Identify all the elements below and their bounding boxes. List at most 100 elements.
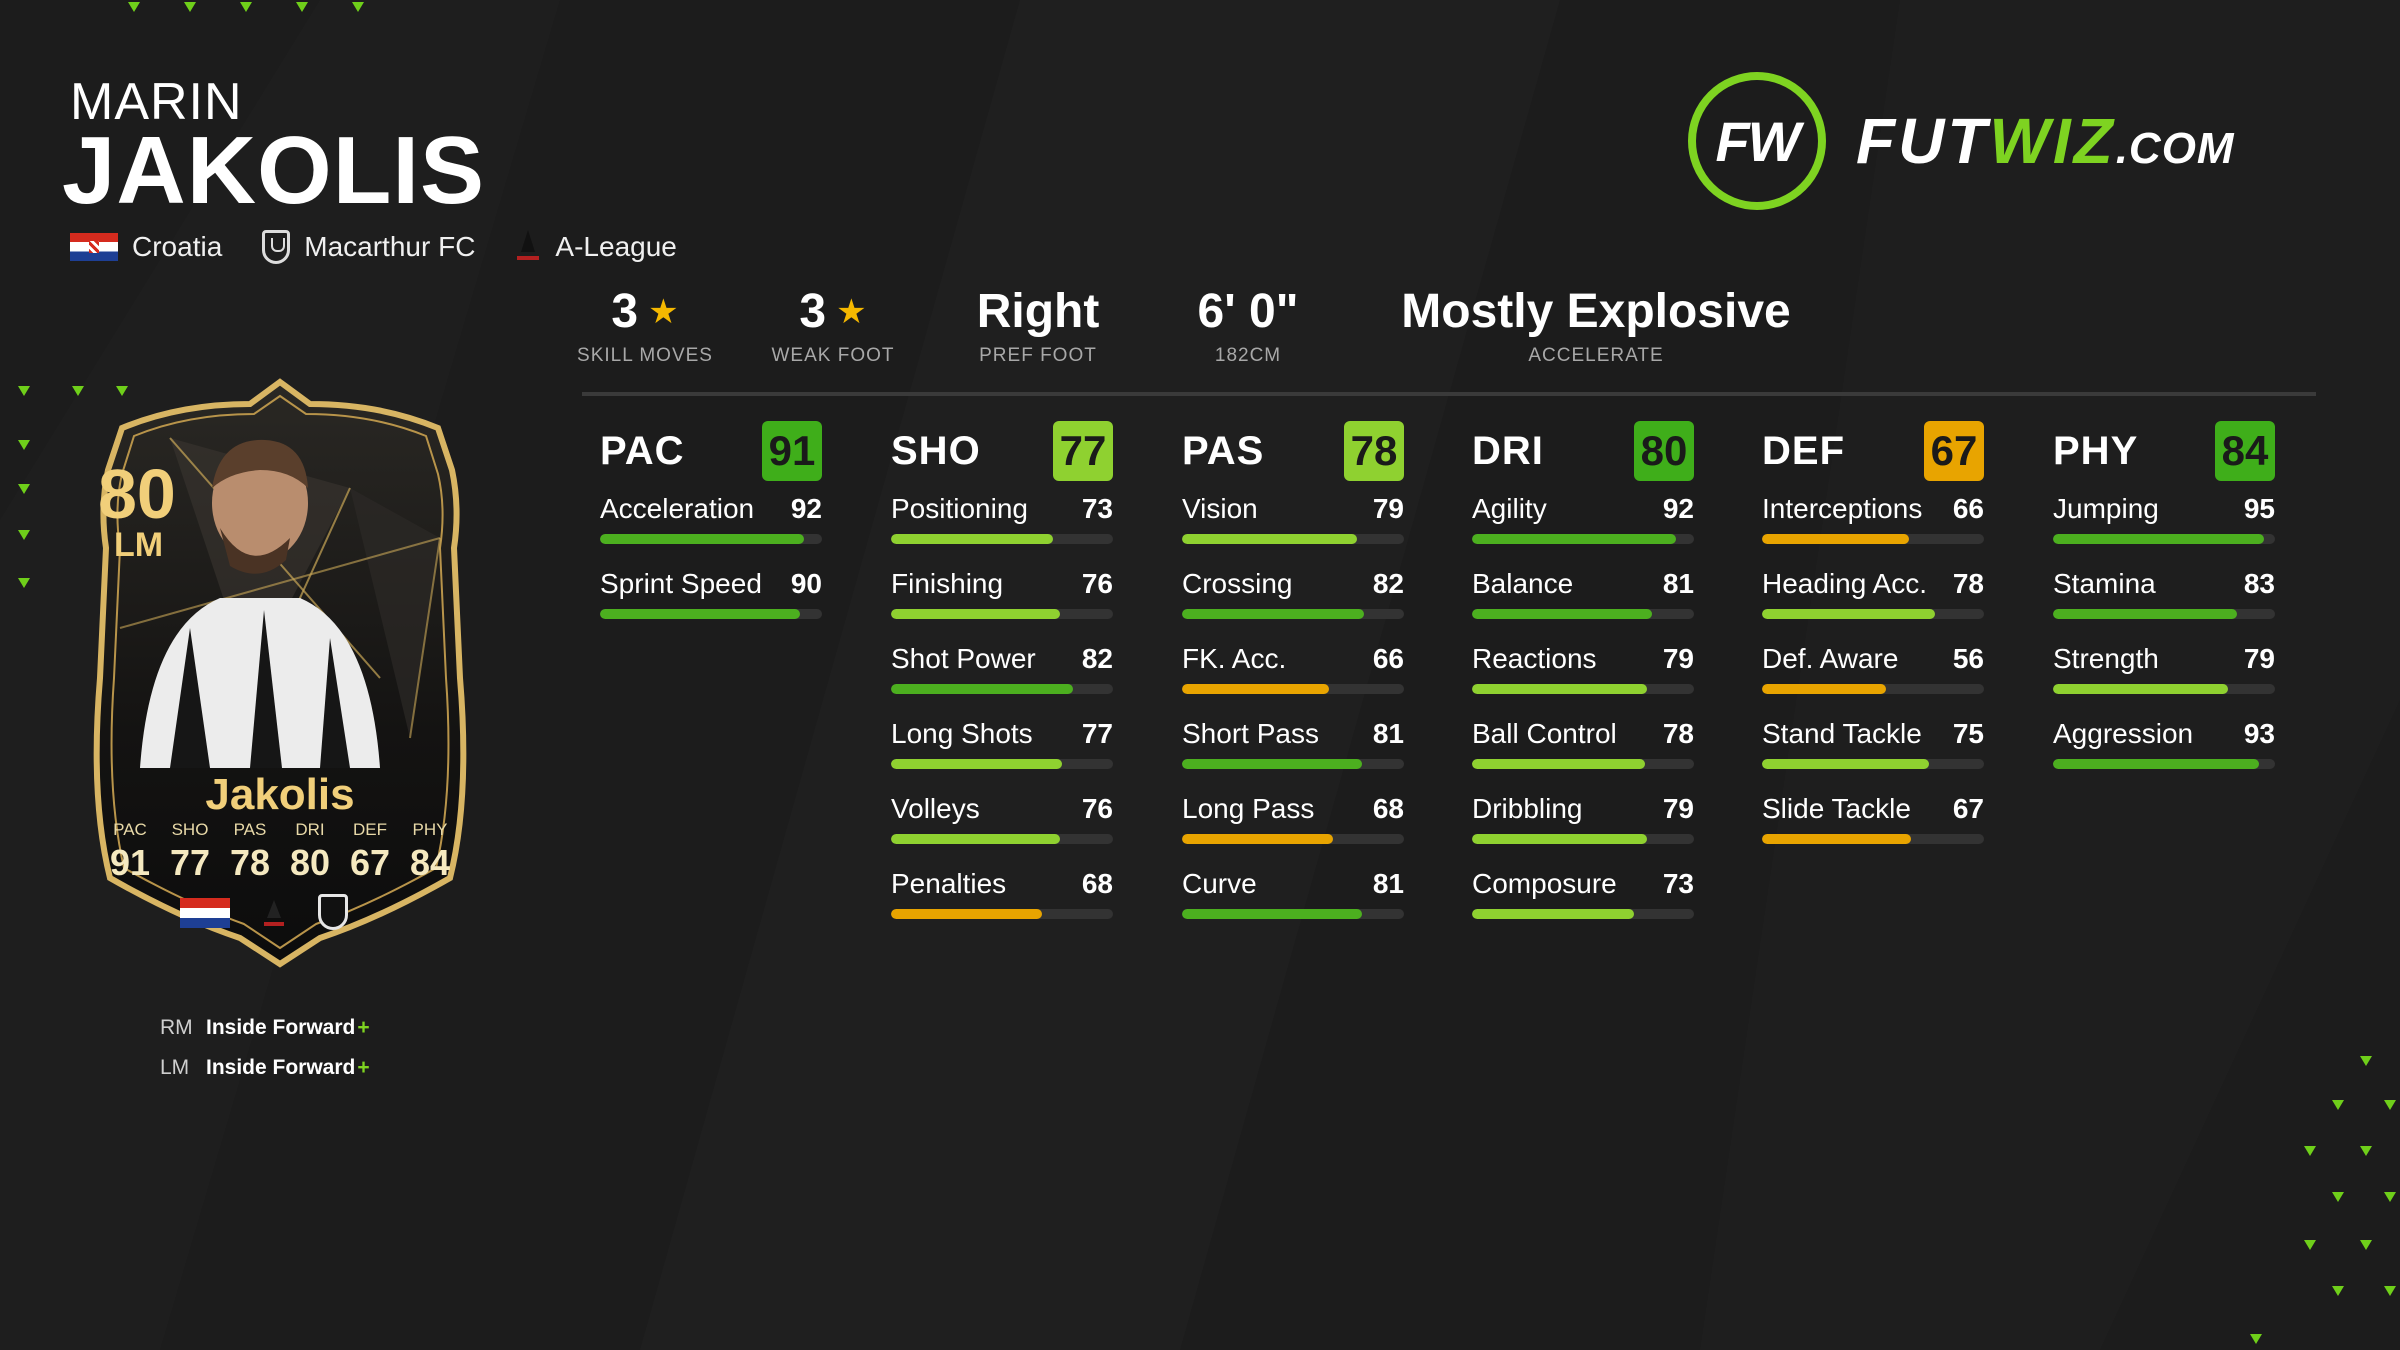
stat-name: Jumping xyxy=(2053,493,2159,524)
stat-column-header: PAC 91 xyxy=(600,420,822,482)
nation-name: Croatia xyxy=(132,231,223,262)
category-name: SHO xyxy=(891,428,981,473)
stat-bar-fill xyxy=(891,759,1062,769)
stat-bar-track xyxy=(1472,909,1694,919)
stat-value: 95 xyxy=(2243,493,2275,524)
stat-name: FK. Acc. xyxy=(1182,643,1287,674)
stat-value: 79 xyxy=(2243,643,2275,674)
category-name: DEF xyxy=(1762,428,1845,473)
stat-bar-fill xyxy=(1182,909,1362,919)
stat-name: Crossing xyxy=(1182,568,1293,599)
info-value: 3 xyxy=(799,285,827,338)
nation-link[interactable]: Croatia xyxy=(70,231,222,263)
stat-bar-fill xyxy=(1472,759,1646,769)
stat-bar-fill xyxy=(2053,534,2264,544)
stat-item: Crossing 82 xyxy=(1182,557,1404,632)
stat-name: Positioning xyxy=(891,493,1028,524)
league-name: A-League xyxy=(555,231,677,262)
card-stat: PAC 91 xyxy=(100,820,160,884)
card-frame-icon xyxy=(93,378,467,968)
stat-bar-fill xyxy=(1182,534,1358,544)
card-stat-label: PAC xyxy=(113,820,147,839)
stat-value: 90 xyxy=(790,568,822,599)
futwiz-logo[interactable]: FW FUTWIZ.COM xyxy=(1688,72,2235,210)
info-value: 6' 0" xyxy=(1197,285,1299,338)
role-position: LM xyxy=(160,1056,190,1079)
stat-bar-fill xyxy=(891,834,1060,844)
stat-item: Sprint Speed 90 xyxy=(600,557,822,632)
stat-column-def: DEF 67 Interceptions 66 Heading Acc. 78 Def. A… xyxy=(1762,420,1984,857)
stat-bar-track xyxy=(1472,684,1694,694)
stat-bar-fill xyxy=(891,909,1042,919)
role-name: Inside Forward xyxy=(206,1016,356,1039)
stat-name: Sprint Speed xyxy=(600,568,762,599)
stat-bar-fill xyxy=(1182,684,1329,694)
role-item[interactable]: RM Inside Forward + xyxy=(160,1008,370,1048)
stat-value: 75 xyxy=(1952,718,1984,749)
stat-column-header: DRI 80 xyxy=(1472,420,1694,482)
stat-item: Interceptions 66 xyxy=(1762,482,1984,557)
stat-bar-track xyxy=(1762,759,1984,769)
card-stat-value: 80 xyxy=(289,842,331,883)
stat-item: Acceleration 92 xyxy=(600,482,822,557)
stat-bar-fill xyxy=(1472,684,1648,694)
stat-bar-fill xyxy=(1762,684,1887,694)
stat-value: 76 xyxy=(1081,793,1113,824)
stat-bar-fill xyxy=(1182,609,1365,619)
player-card[interactable]: 80 LM Jakolis PAC 91 SHO 77 PAS 78 DRI 80 DE… xyxy=(50,378,510,968)
category-name: DRI xyxy=(1472,428,1544,473)
card-stat-value: 77 xyxy=(169,842,211,883)
stat-item: Curve 81 xyxy=(1182,857,1404,932)
role-name: Inside Forward xyxy=(206,1056,356,1079)
card-stat: DEF 67 xyxy=(340,820,400,884)
card-league-icon xyxy=(262,900,286,926)
category-rating-badge: 78 xyxy=(1344,421,1404,481)
stat-item: Def. Aware 56 xyxy=(1762,632,1984,707)
stat-bar-fill xyxy=(891,684,1074,694)
stat-column-header: PAS 78 xyxy=(1182,420,1404,482)
card-stat-label: DRI xyxy=(295,820,325,839)
logo-mark: FW xyxy=(1715,109,1800,173)
stat-name: Long Pass xyxy=(1182,793,1315,824)
stat-name: Heading Acc. xyxy=(1762,568,1927,599)
stat-value: 77 xyxy=(1081,718,1113,749)
croatia-flag-icon xyxy=(70,233,118,261)
stat-value: 78 xyxy=(1662,718,1694,749)
stat-bar-track xyxy=(1762,534,1984,544)
role-item[interactable]: LM Inside Forward + xyxy=(160,1048,370,1088)
stat-name: Shot Power xyxy=(891,643,1036,674)
stat-bar-track xyxy=(600,609,822,619)
logo-text-part3: .COM xyxy=(2115,124,2235,173)
stat-item: Dribbling 79 xyxy=(1472,782,1694,857)
stat-item: Reactions 79 xyxy=(1472,632,1694,707)
stat-value: 81 xyxy=(1372,868,1404,899)
stat-bar-fill xyxy=(2053,684,2229,694)
card-stat-value: 78 xyxy=(229,842,271,883)
stat-column-header: DEF 67 xyxy=(1762,420,1984,482)
stat-name: Penalties xyxy=(891,868,1007,899)
stat-bar-fill xyxy=(600,534,805,544)
stat-value: 73 xyxy=(1662,868,1694,899)
stat-bar-fill xyxy=(1472,609,1652,619)
category-name: PHY xyxy=(2053,428,2139,473)
stat-value: 83 xyxy=(2243,568,2275,599)
stat-item: Short Pass 81 xyxy=(1182,707,1404,782)
info-pref-foot: Right PREF FOOT xyxy=(977,284,1100,367)
club-crest-icon xyxy=(262,230,291,264)
stat-value: 82 xyxy=(1372,568,1404,599)
category-rating-badge: 84 xyxy=(2215,421,2275,481)
stat-bar-track xyxy=(1762,684,1984,694)
league-link[interactable]: A-League xyxy=(515,230,677,264)
stat-name: Short Pass xyxy=(1182,718,1319,749)
club-link[interactable]: Macarthur FC xyxy=(262,230,475,264)
card-stat-value: 84 xyxy=(409,842,451,883)
info-skill-moves: 3 ★ SKILL MOVES xyxy=(577,284,713,367)
card-stat: PHY 84 xyxy=(400,820,460,884)
stat-bar-fill xyxy=(2053,759,2260,769)
stat-bar-fill xyxy=(2053,609,2238,619)
stat-column-header: PHY 84 xyxy=(2053,420,2275,482)
stat-value: 93 xyxy=(2243,718,2275,749)
stat-name: Volleys xyxy=(891,793,980,824)
player-meta: Croatia Macarthur FC A-League xyxy=(70,230,677,264)
stat-bar-fill xyxy=(1762,759,1929,769)
